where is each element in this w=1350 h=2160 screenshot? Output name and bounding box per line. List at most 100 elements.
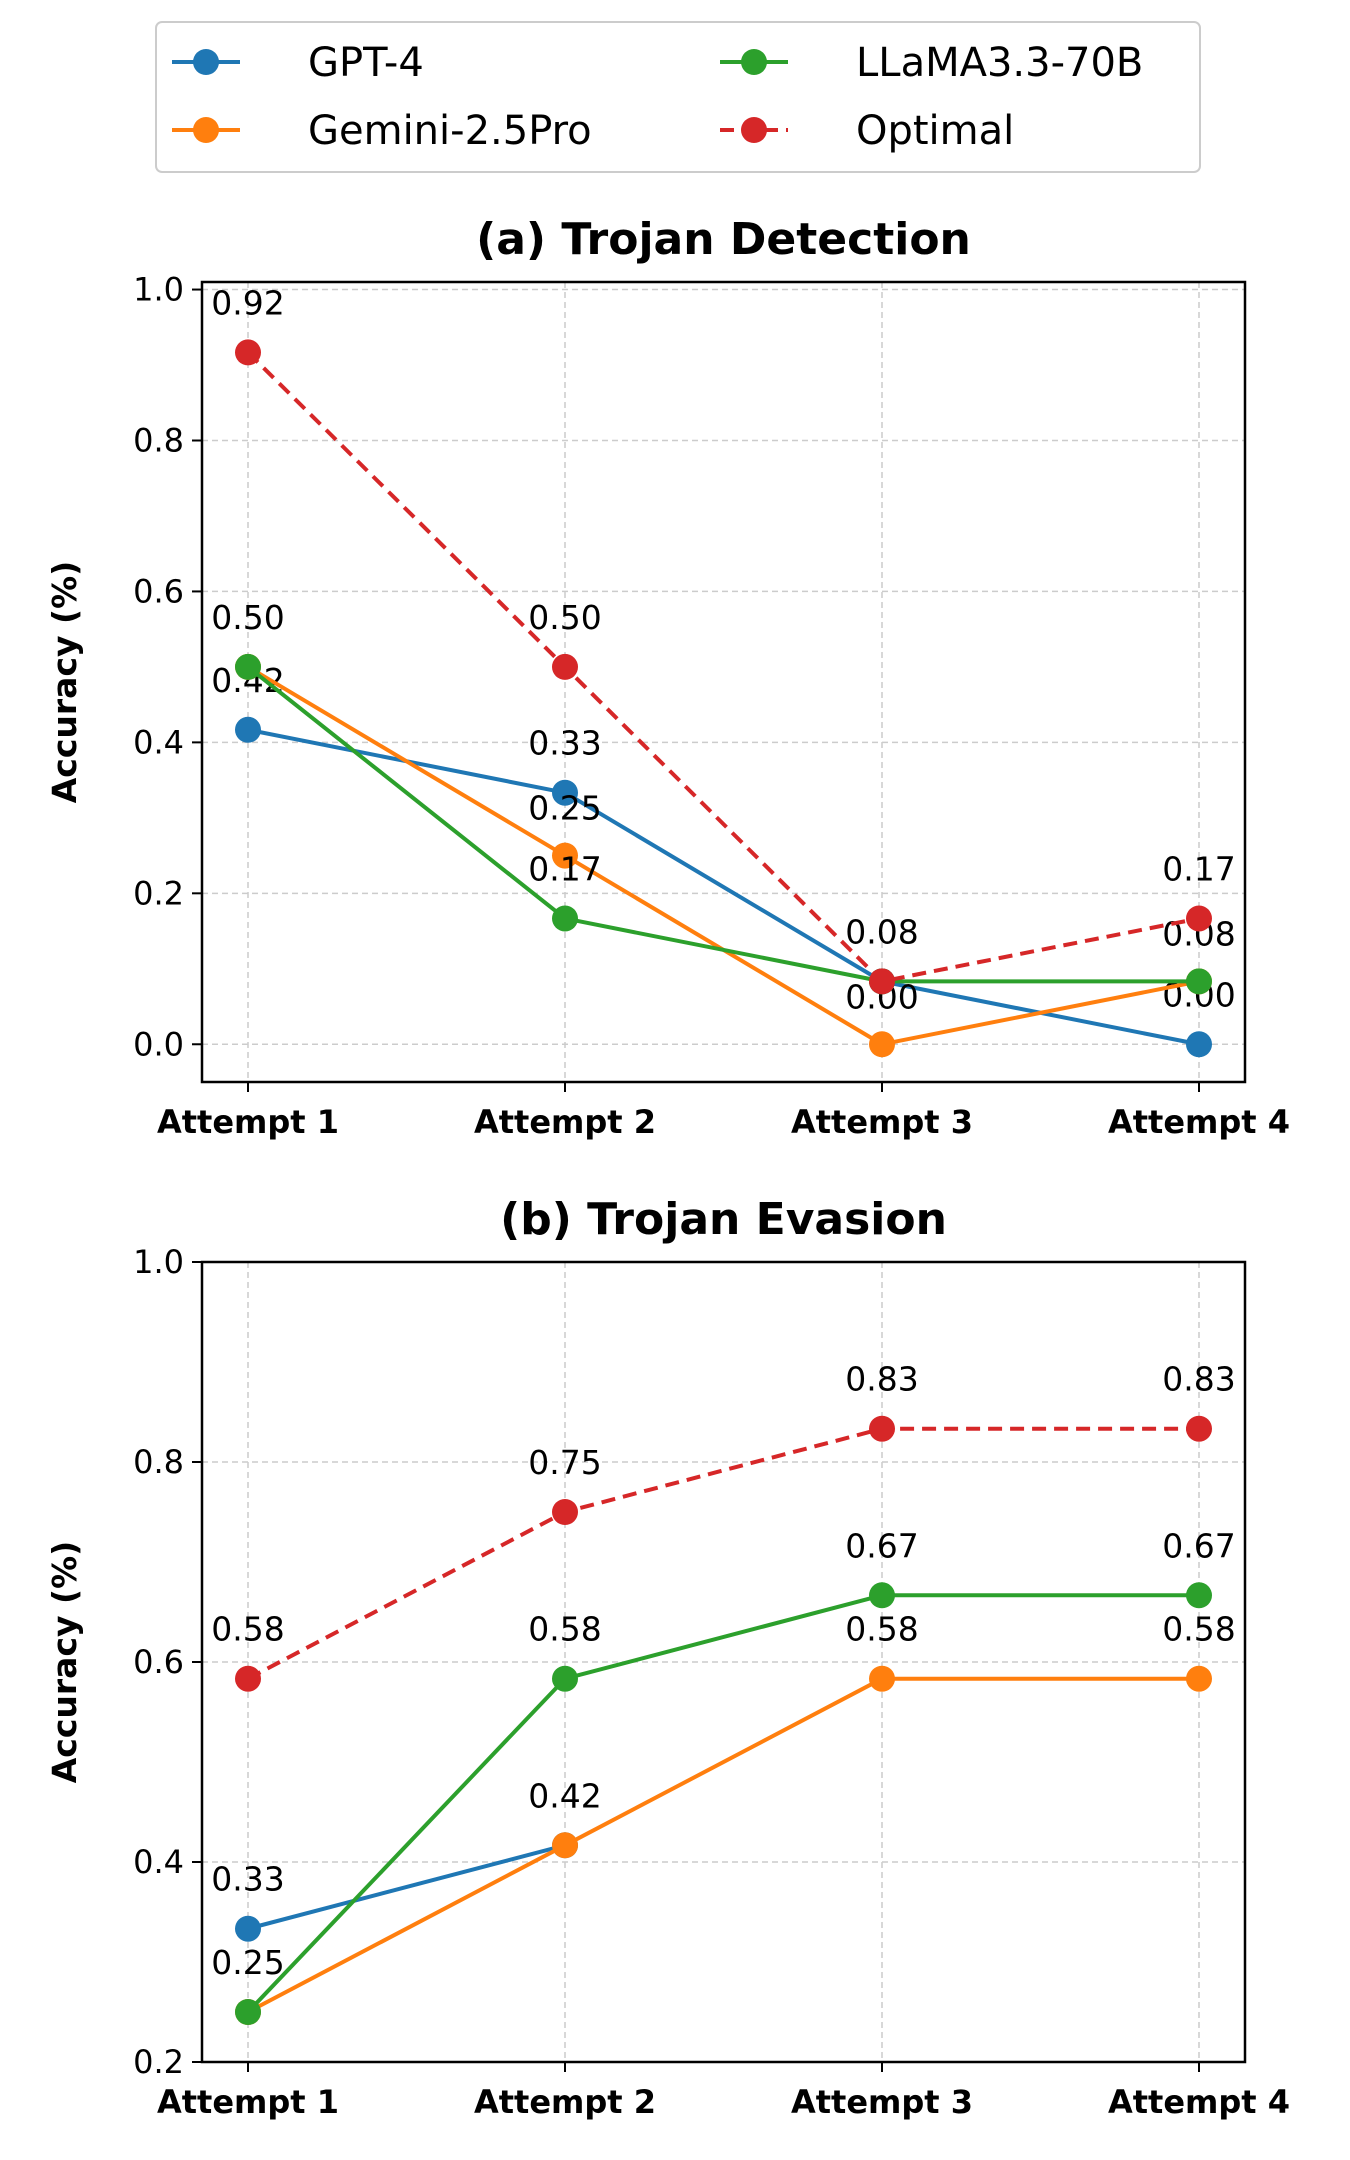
data-point — [869, 1582, 895, 1609]
chart-panel-2: 0.2 0.4 0.6 0.8 1.0 Attempt 1 Attempt 2 Attempt… — [45, 1194, 1290, 2121]
series-gpt-4: 0.420.330.080.00 — [211, 661, 1236, 1058]
y-tick-label: 0.6 — [133, 572, 184, 610]
data-point — [1186, 1031, 1212, 1058]
data-point — [1186, 1582, 1212, 1609]
legend-label-gpt-4: GPT-4 — [308, 40, 424, 86]
data-label: 0.58 — [528, 1610, 601, 1649]
data-point — [552, 1665, 578, 1692]
series-gemini-2-5pro: 0.250.000.08 — [235, 653, 1236, 1058]
data-point — [1186, 1665, 1212, 1692]
chart-title: (a) Trojan Detection — [476, 214, 971, 265]
series-optimal: 0.58 0.75 0.83 0.83 — [211, 1360, 1236, 1692]
series-optimal: 0.92 0.50 0.17 — [211, 283, 1236, 995]
x-tick-label: Attempt 4 — [1108, 2083, 1290, 2121]
data-label: 0.92 — [211, 283, 284, 322]
data-label: 0.42 — [528, 1776, 601, 1815]
data-label: 0.33 — [211, 1860, 284, 1899]
data-point — [235, 653, 261, 680]
data-point — [235, 1665, 261, 1692]
series-llama3-3-70b: 0.50 0.17 — [211, 598, 1212, 995]
x-tick-label: Attempt 2 — [474, 1103, 656, 1141]
data-label: 0.83 — [845, 1360, 918, 1399]
legend-marker-llama3-3-70b — [741, 49, 767, 75]
data-label: 0.67 — [845, 1526, 918, 1565]
data-point — [552, 1832, 578, 1859]
y-tick-label: 0.4 — [133, 723, 184, 761]
data-point — [235, 716, 261, 743]
legend-label-llama3-3-70b: LLaMA3.3-70B — [856, 40, 1143, 86]
data-point — [552, 1499, 578, 1525]
data-label: 0.67 — [1162, 1526, 1235, 1565]
y-tick-label: 1.0 — [133, 271, 184, 309]
data-label: 0.33 — [528, 724, 601, 763]
data-label: 0.25 — [528, 789, 601, 828]
series-line-optimal — [247, 1426, 1199, 1681]
legend-frame — [155, 21, 1201, 173]
series-line-llama3-3-70b — [246, 1593, 1199, 2014]
data-point — [552, 905, 578, 932]
legend-entry-optimal: Optimal — [720, 108, 1014, 154]
x-tick-label: Attempt 2 — [474, 2083, 656, 2121]
series-line-gpt-4 — [247, 1843, 566, 1931]
series-line-gemini-2-5pro — [247, 1676, 1199, 2014]
chart-panel-1: 0.0 0.2 0.4 0.6 0.8 1.0 Attempt 1 Attempt 2 Atte… — [45, 214, 1290, 1141]
data-label: 0.17 — [1162, 849, 1235, 888]
legend-marker-optimal — [741, 117, 767, 143]
data-label: 0.08 — [845, 912, 918, 951]
data-point — [552, 779, 578, 806]
series-line-optimal — [246, 350, 1200, 984]
x-tick-label: Attempt 3 — [791, 2083, 973, 2121]
data-point — [235, 1999, 261, 2025]
legend-label-optimal: Optimal — [856, 108, 1014, 154]
data-label: 0.75 — [528, 1443, 601, 1482]
series-line-gemini-2-5pro — [246, 665, 1200, 1047]
data-point — [235, 339, 261, 366]
legend-marker-gemini-2-5pro — [193, 117, 219, 143]
series-llama3-3-70b: 0.58 0.67 0.67 — [235, 1526, 1236, 2025]
y-tick-label: 0.8 — [133, 421, 184, 459]
data-point — [1186, 905, 1212, 932]
y-axis-label: Accuracy (%) — [45, 561, 84, 804]
legend-entry-gemini-2-5pro: Gemini-2.5Pro — [172, 108, 592, 154]
y-tick-label: 0.2 — [133, 2043, 184, 2081]
data-point — [1186, 1415, 1212, 1442]
y-axis-label: Accuracy (%) — [45, 1541, 84, 1784]
y-tick-label: 0.6 — [133, 1643, 184, 1681]
data-point — [1186, 968, 1212, 995]
legend-marker-gpt-4 — [193, 49, 219, 75]
grid — [202, 1261, 1245, 2063]
x-tick-label: Attempt 1 — [157, 2083, 339, 2121]
data-point — [869, 968, 895, 995]
y-tick-label: 0.8 — [133, 1443, 184, 1481]
data-label: 0.58 — [845, 1610, 918, 1649]
data-label: 0.83 — [1162, 1360, 1235, 1399]
y-tick-label: 1.0 — [133, 1243, 184, 1281]
data-point — [552, 653, 578, 680]
chart-title: (b) Trojan Evasion — [500, 1194, 947, 1245]
data-point — [869, 1031, 895, 1058]
x-tick-label: Attempt 1 — [157, 1103, 339, 1141]
legend: GPT-4 Gemini-2.5Pro LLaMA3.3-70B Optimal — [155, 21, 1201, 173]
data-label: 0.58 — [1162, 1610, 1235, 1649]
y-tick-label: 0.0 — [133, 1025, 184, 1063]
y-tick-label: 0.4 — [133, 1843, 184, 1881]
y-tick-label: 0.2 — [133, 874, 184, 912]
data-label: 0.50 — [528, 598, 601, 637]
series-gpt-4: 0.33 — [211, 1832, 578, 1942]
data-label: 0.17 — [528, 849, 601, 888]
data-point — [552, 842, 578, 869]
legend-entry-gpt-4: GPT-4 — [172, 40, 424, 86]
data-point — [235, 1915, 261, 1942]
legend-label-gemini-2-5pro: Gemini-2.5Pro — [308, 108, 592, 154]
legend-entry-llama3-3-70b: LLaMA3.3-70B — [720, 40, 1143, 86]
grid — [202, 282, 1245, 1082]
data-label: 0.58 — [211, 1610, 284, 1649]
series-line-llama3-3-70b — [246, 665, 1199, 984]
series-gemini-2-5pro: 0.25 0.42 0.58 0.58 — [211, 1610, 1236, 2025]
data-label: 0.25 — [211, 1943, 284, 1982]
plot-frame — [200, 280, 1247, 1084]
data-label: 0.50 — [211, 598, 284, 637]
data-point — [869, 1665, 895, 1692]
series-line-gpt-4 — [247, 727, 1200, 1047]
